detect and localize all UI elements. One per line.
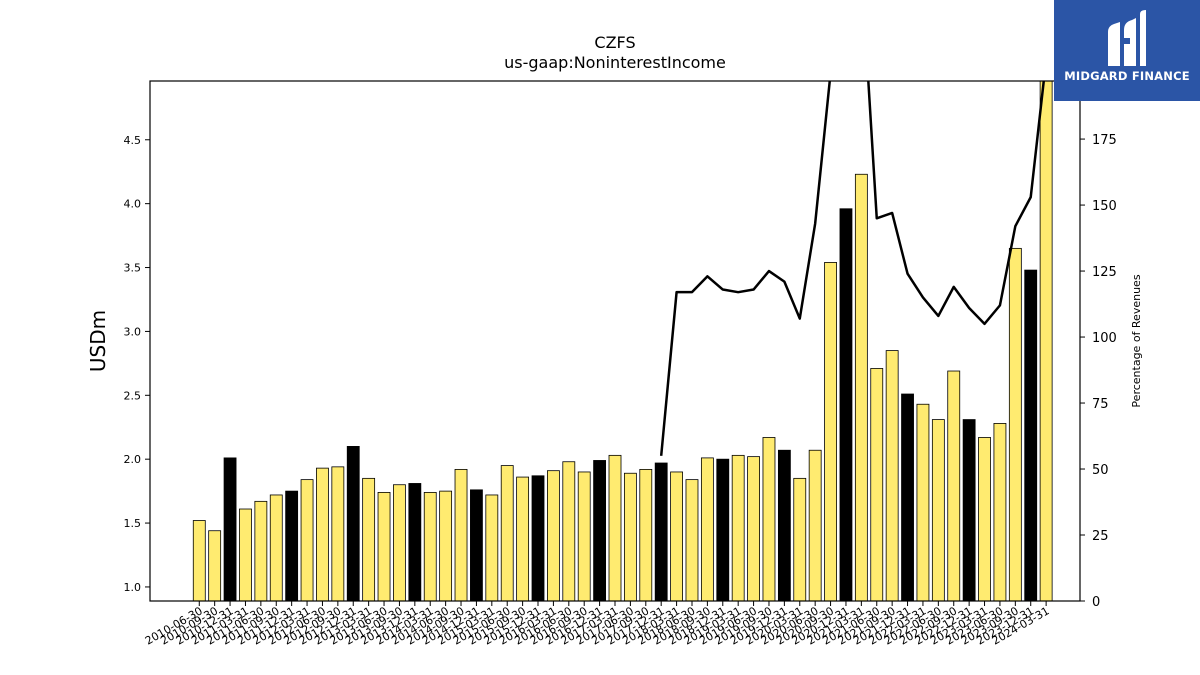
y-tick-label: 1.0 — [124, 581, 142, 594]
chart-title: CZFS — [594, 33, 635, 52]
bar — [593, 460, 607, 602]
bar — [931, 419, 945, 602]
bar — [454, 468, 468, 602]
y-tick-label: 4.5 — [124, 134, 142, 147]
bar — [716, 458, 730, 602]
bar — [947, 370, 961, 602]
bar — [824, 262, 837, 602]
bar — [208, 530, 222, 602]
bar — [793, 477, 807, 602]
bar — [269, 494, 283, 602]
bar — [470, 489, 483, 602]
y2-tick-label: 100 — [1092, 331, 1117, 346]
y2-tick-label: 175 — [1092, 133, 1117, 148]
y2-tick-label: 150 — [1092, 199, 1117, 214]
bar — [485, 494, 499, 602]
bar — [808, 449, 822, 602]
y-tick-label: 3.5 — [124, 262, 142, 275]
bar — [901, 393, 914, 602]
bar — [1039, 80, 1053, 602]
y-tick-label: 1.5 — [124, 517, 142, 530]
bar — [377, 491, 391, 602]
bar — [685, 479, 699, 602]
bar — [731, 454, 745, 602]
bar — [531, 475, 545, 602]
bar — [670, 471, 683, 602]
bar — [916, 403, 930, 602]
bar — [1008, 247, 1022, 602]
bar — [500, 465, 514, 602]
bar — [654, 462, 668, 602]
bar — [993, 423, 1007, 602]
bar — [577, 471, 591, 602]
bar — [408, 483, 422, 602]
y-tick-label: 2.0 — [124, 453, 142, 466]
bar — [885, 350, 899, 602]
bar — [346, 446, 360, 602]
y-tick-label: 2.5 — [124, 389, 142, 402]
brand-name: MIDGARD FINANCE — [1064, 69, 1190, 83]
bar — [962, 419, 976, 602]
y-tick-label: 3.0 — [124, 325, 142, 338]
chart-subtitle: us-gaap:NoninterestIncome — [504, 53, 726, 72]
y2-tick-label: 125 — [1092, 265, 1117, 280]
bar — [700, 457, 714, 602]
bar — [623, 472, 637, 602]
y2-axis-label: Percentage of Revenues — [1130, 274, 1143, 407]
y2-tick-label: 50 — [1092, 463, 1109, 478]
bars — [192, 80, 1053, 602]
bar — [423, 491, 437, 602]
series-line — [659, 81, 1046, 456]
bar — [516, 476, 530, 602]
bar — [762, 437, 776, 602]
bar — [192, 520, 206, 602]
bar — [239, 508, 252, 602]
bar — [285, 490, 299, 602]
bar — [362, 477, 376, 602]
y-tick-label: 4.0 — [124, 198, 142, 211]
brand-logo-icon — [1108, 10, 1146, 66]
bar — [439, 490, 453, 602]
bar — [393, 484, 406, 602]
y2-tick-label: 0 — [1092, 595, 1100, 610]
bar — [777, 449, 791, 602]
bar — [254, 500, 268, 602]
bar — [562, 461, 576, 602]
bar — [1024, 269, 1038, 602]
revenue-share-line — [659, 81, 1046, 456]
bar — [223, 457, 237, 602]
bar — [839, 208, 853, 602]
bar — [854, 173, 868, 602]
bar — [547, 470, 560, 602]
y2-tick-label: 75 — [1092, 397, 1109, 412]
brand-logo: MIDGARD FINANCE — [1054, 0, 1200, 101]
bar — [870, 368, 884, 602]
y2-tick-label: 25 — [1092, 529, 1109, 544]
bar — [316, 467, 329, 602]
bar — [608, 454, 622, 602]
bar — [747, 456, 760, 602]
bar — [300, 479, 314, 602]
bar — [639, 468, 653, 602]
bar — [331, 466, 345, 602]
bar — [978, 437, 991, 602]
y-axis-label: USDm — [86, 310, 110, 372]
